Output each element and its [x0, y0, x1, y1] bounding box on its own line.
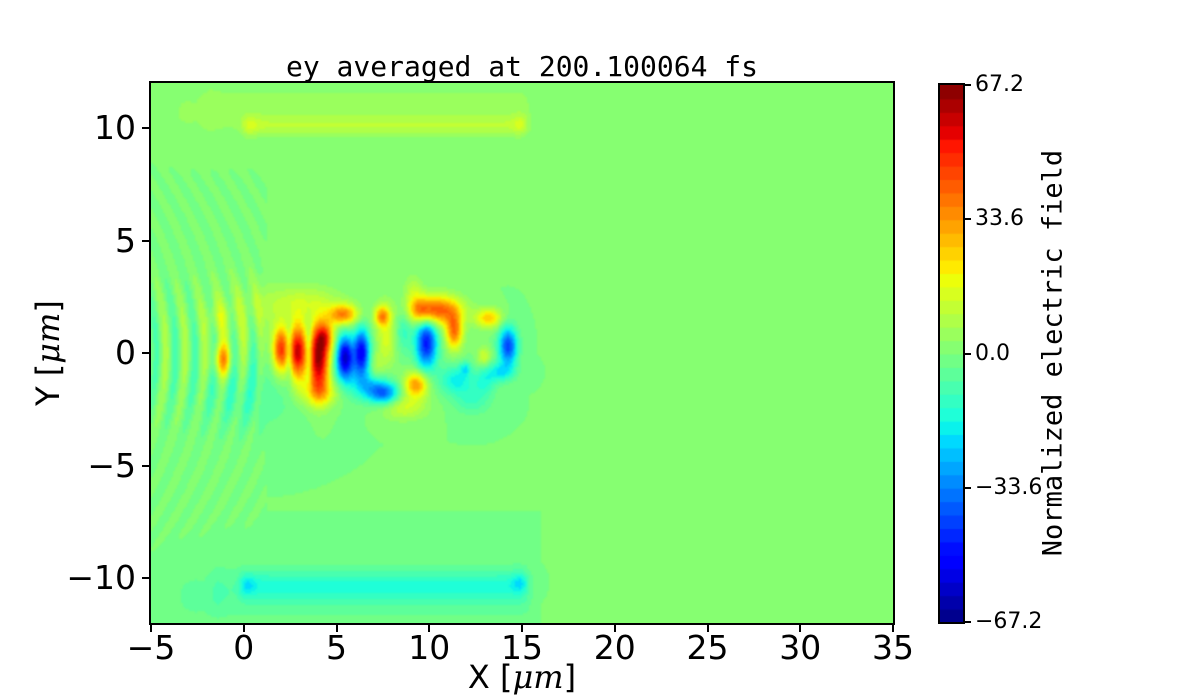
x-tick-mark [799, 625, 802, 632]
x-tick-mark [335, 625, 338, 632]
x-tick-label: 25 [686, 628, 729, 667]
x-tick-mark [242, 625, 245, 632]
axis-label-part: μm [29, 312, 67, 364]
colorbar-canvas [940, 85, 963, 622]
colorbar-tick-label: 0.0 [975, 340, 1010, 366]
axis-label-part: μm [512, 658, 564, 696]
y-tick-label: 5 [115, 220, 136, 260]
axis-label-part: Y [ [29, 363, 67, 406]
colorbar-label: Normalized electric field [1037, 149, 1069, 557]
plot-title: ey_averaged at 200.100064 fs [285, 50, 758, 83]
y-tick-mark [142, 239, 149, 242]
y-tick-label: 0 [115, 333, 136, 372]
colorbar-tick-label: 67.2 [975, 72, 1024, 97]
x-axis-label: X [μm] [151, 659, 893, 695]
y-tick-mark [142, 577, 149, 579]
y-tick-mark [142, 127, 149, 129]
colorbar-tick-label: −33.6 [975, 474, 1043, 500]
colorbar [938, 83, 965, 624]
x-tick-mark [428, 625, 431, 632]
y-tick-label: −10 [66, 558, 136, 597]
x-tick-mark [613, 625, 616, 632]
x-tick-mark [892, 625, 894, 632]
x-tick-label: 10 [408, 628, 451, 667]
y-axis-label: Y [μm] [29, 300, 67, 406]
colorbar-tick-mark [965, 352, 971, 355]
x-tick-label: 15 [501, 628, 543, 667]
x-tick-label: 5 [326, 628, 347, 667]
heatmap-canvas [151, 83, 893, 623]
x-tick-label: 0 [233, 628, 255, 667]
y-tick-mark [142, 352, 149, 354]
colorbar-tick-label: −67.2 [975, 609, 1043, 634]
x-tick-label: 30 [779, 628, 822, 667]
axis-label-part: ] [29, 300, 67, 313]
x-tick-label: −5 [126, 628, 176, 667]
x-tick-mark [150, 625, 152, 632]
x-tick-label: 35 [872, 628, 914, 667]
colorbar-tick-mark [965, 84, 971, 86]
y-tick-label: 10 [94, 108, 136, 147]
axis-label-part: X [ [467, 658, 513, 696]
x-tick-mark [706, 625, 709, 632]
y-tick-label: −5 [87, 445, 136, 485]
colorbar-tick-mark [965, 486, 971, 489]
colorbar-tick-mark [965, 621, 971, 623]
y-tick-mark [142, 464, 149, 467]
plot-area [149, 81, 895, 625]
colorbar-tick-label: 33.6 [975, 206, 1024, 232]
axis-label-part: ] [563, 658, 577, 696]
x-tick-label: 20 [593, 628, 636, 667]
x-tick-mark [521, 625, 523, 632]
colorbar-tick-mark [965, 218, 971, 221]
